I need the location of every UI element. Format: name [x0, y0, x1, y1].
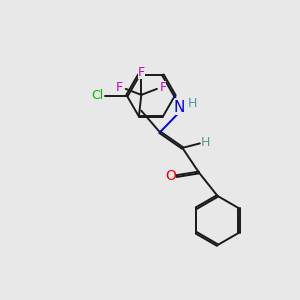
Text: N: N [173, 100, 185, 115]
Text: F: F [116, 81, 123, 94]
Text: H: H [188, 97, 198, 110]
Text: O: O [165, 169, 176, 183]
Text: F: F [159, 81, 167, 94]
Text: Cl: Cl [91, 89, 103, 102]
Text: H: H [200, 136, 210, 149]
Text: F: F [138, 66, 145, 79]
